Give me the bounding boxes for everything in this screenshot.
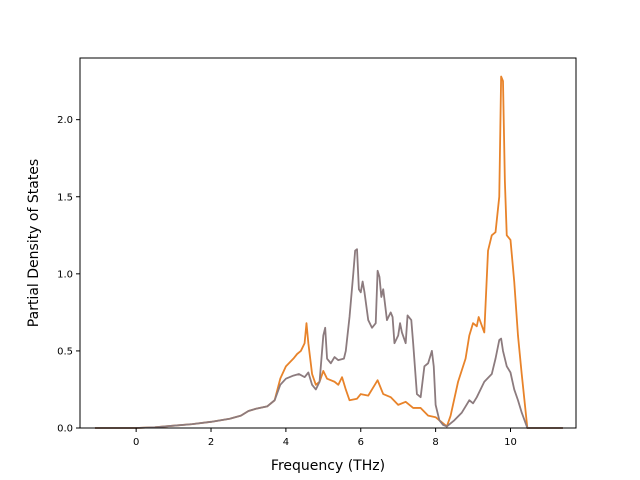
x-tick-label: 10: [504, 437, 517, 448]
x-tick-label: 2: [208, 437, 214, 448]
x-tick-label: 0: [133, 437, 139, 448]
y-tick-label: 1.0: [57, 269, 73, 280]
y-axis-label: Partial Density of States: [26, 159, 42, 327]
y-tick-label: 2.0: [57, 115, 73, 126]
y-tick-label: 0.5: [57, 346, 73, 357]
y-tick-label: 0.0: [57, 424, 73, 435]
series-line-2: [94, 248, 563, 429]
plot-lines: [94, 75, 563, 429]
x-tick-label: 4: [283, 437, 289, 448]
x-axis-label: Frequency (THz): [271, 458, 385, 474]
x-tick-label: 8: [432, 437, 438, 448]
y-tick-label: 1.5: [57, 192, 73, 203]
x-axis-ticks: 0 2 4 6 8 10: [133, 428, 517, 448]
x-tick-label: 6: [358, 437, 364, 448]
y-axis-ticks: 0.0 0.5 1.0 1.5 2.0: [57, 115, 80, 435]
plot-frame: [79, 57, 577, 429]
